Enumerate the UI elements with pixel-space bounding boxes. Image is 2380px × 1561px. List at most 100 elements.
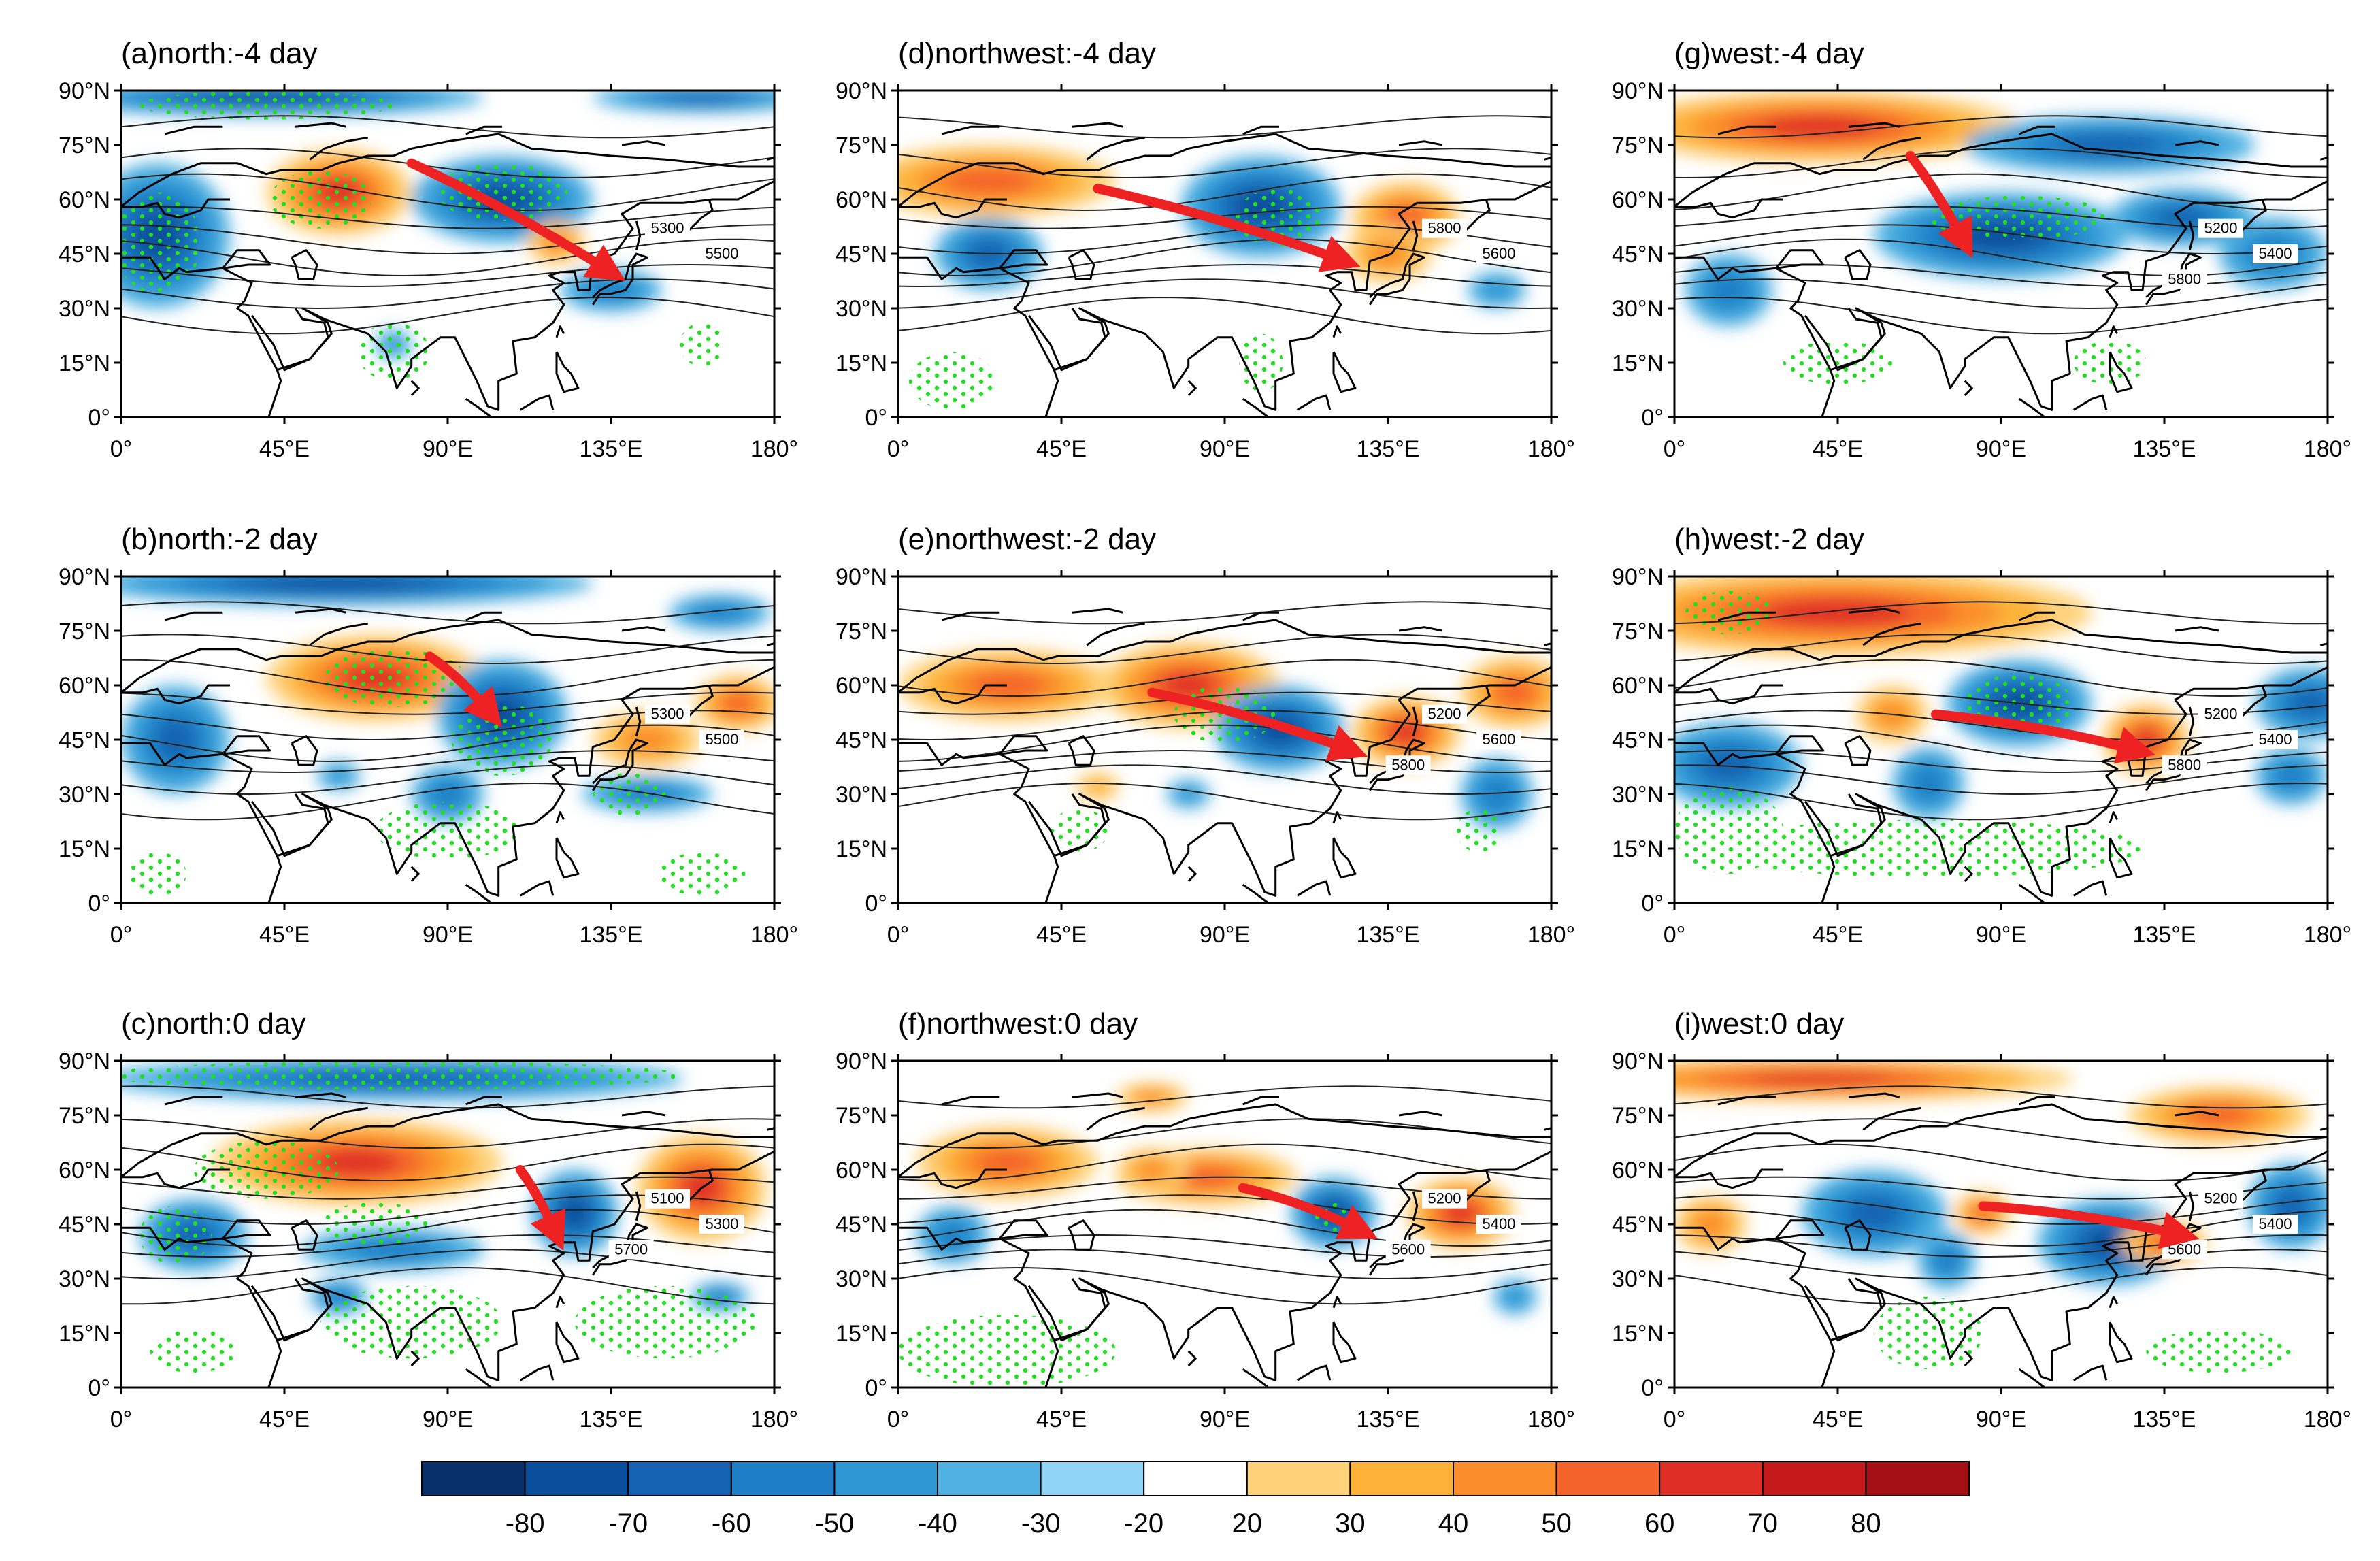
contour-label: 5200	[2198, 1189, 2243, 1209]
lat-tick-label: 15°N	[1612, 1321, 1664, 1347]
lat-tick-label: 15°N	[836, 836, 887, 862]
significance-stipple	[128, 852, 186, 896]
contour-label: 5500	[699, 244, 744, 263]
lat-tick-label: 60°N	[59, 187, 110, 213]
coastline	[1072, 1092, 1124, 1098]
colorbar-label: 50	[1541, 1509, 1572, 1539]
coastline	[2018, 1368, 2045, 1387]
coastline	[1068, 735, 1095, 766]
propagation-arrow	[406, 158, 626, 282]
coastline	[621, 140, 666, 146]
contour-label-text: 5400	[1483, 1215, 1516, 1232]
contour-line	[121, 148, 774, 179]
lon-tick-label: 180°	[2304, 436, 2351, 462]
contour-line	[121, 1176, 774, 1200]
map-panel-a: (a)north:-4 day 5300 5500 0° 15°N 30°N 45°N 60°…	[59, 37, 798, 462]
contour-label: 5600	[1476, 730, 1521, 749]
coastline	[766, 642, 774, 646]
coastline	[465, 1368, 492, 1387]
coastline	[2175, 1111, 2219, 1117]
coastline	[2072, 1364, 2108, 1381]
contour-line	[898, 764, 1551, 795]
lat-tick-label: 60°N	[1612, 1157, 1664, 1183]
lat-tick-label: 90°N	[59, 78, 110, 104]
coastline	[309, 622, 368, 646]
coastlines	[1674, 608, 2328, 903]
lat-tick-label: 0°	[1641, 405, 1664, 431]
colorbar-swatch	[1659, 1461, 1764, 1496]
coastlines	[898, 608, 1551, 903]
coastlines	[121, 1092, 774, 1387]
coastline	[1794, 1340, 1836, 1387]
significance-stipple	[150, 1329, 237, 1373]
lon-tick-label: 135°E	[579, 1407, 642, 1432]
lat-tick-label: 60°N	[836, 187, 887, 213]
coastline	[1296, 880, 1332, 897]
map-panel-f: (f)northwest:0 day 5200 5400 5600 0° 15°N 30°N…	[836, 1007, 1575, 1432]
contour-line	[121, 115, 774, 139]
coastline	[1794, 369, 1836, 417]
anomaly-blob	[266, 577, 412, 590]
coastline	[2319, 642, 2328, 646]
coastline	[465, 884, 492, 903]
contour-label-text: 5200	[2204, 706, 2238, 723]
coastline	[2018, 398, 2045, 417]
contour-label: 5800	[1422, 218, 1467, 238]
coastline	[1844, 735, 1872, 766]
contour-line	[898, 238, 1551, 277]
coastline	[1463, 1169, 1491, 1204]
contour-line	[1674, 782, 2328, 821]
contour-label: 5700	[608, 1240, 654, 1260]
coastline	[898, 1103, 1551, 1178]
coastline	[1187, 866, 1197, 883]
lat-tick-label: 60°N	[1612, 673, 1664, 699]
panel-title: (h)west:-2 day	[1674, 523, 1864, 556]
lat-tick-label: 60°N	[59, 1157, 110, 1183]
contour-label-text: 5300	[651, 220, 684, 237]
coastline	[1242, 125, 1279, 135]
map-panel-e: (e)northwest:-2 day 5200 5600 5800 0° 15°N 30°…	[836, 523, 1575, 948]
anomaly-blob	[1495, 680, 1534, 706]
coastline	[222, 249, 271, 269]
contour-label-text: 5200	[1428, 1190, 1461, 1207]
coastline	[1844, 249, 1872, 280]
coastline	[2072, 880, 2108, 897]
lon-tick-label: 135°E	[1356, 922, 1419, 948]
contour-line	[1674, 173, 2328, 212]
coastline	[250, 793, 329, 857]
coastline	[121, 1168, 230, 1189]
lon-tick-label: 45°E	[259, 436, 310, 462]
coastline	[2239, 1169, 2267, 1204]
contour-line	[898, 1194, 1551, 1226]
anomaly-blob	[1501, 1285, 1529, 1309]
contour-label: 5400	[1476, 1215, 1521, 1234]
panel-title: (i)west:0 day	[1674, 1007, 1844, 1040]
anomaly-blob	[1934, 1247, 1960, 1274]
lat-tick-label: 75°N	[1612, 1103, 1664, 1129]
coastline	[592, 738, 648, 791]
contour-line	[121, 263, 774, 288]
coastline	[1412, 220, 1419, 251]
anomaly-blob	[944, 168, 1034, 194]
coastline	[1242, 884, 1269, 903]
contour-line	[898, 724, 1551, 763]
significance-stipple	[1674, 787, 1783, 874]
coastline	[309, 1106, 368, 1131]
contour-label: 5600	[1476, 244, 1521, 263]
contour-label-text: 5500	[706, 245, 739, 262]
coastline	[592, 252, 648, 306]
coastline	[1332, 351, 1357, 393]
significance-stipple	[437, 163, 567, 221]
lon-tick-label: 180°	[1527, 1407, 1575, 1432]
coastline	[295, 608, 347, 614]
colorbar-label: 80	[1851, 1509, 1881, 1539]
lon-tick-label: 180°	[1527, 436, 1575, 462]
anomaly-blob	[1765, 600, 1911, 625]
contour-line	[121, 764, 774, 795]
lat-tick-label: 75°N	[59, 1103, 110, 1129]
coastline	[241, 369, 282, 417]
contour-line	[898, 634, 1551, 664]
lat-tick-label: 45°N	[1612, 1212, 1664, 1238]
coastline	[1543, 157, 1551, 161]
coastline	[1027, 308, 1106, 372]
